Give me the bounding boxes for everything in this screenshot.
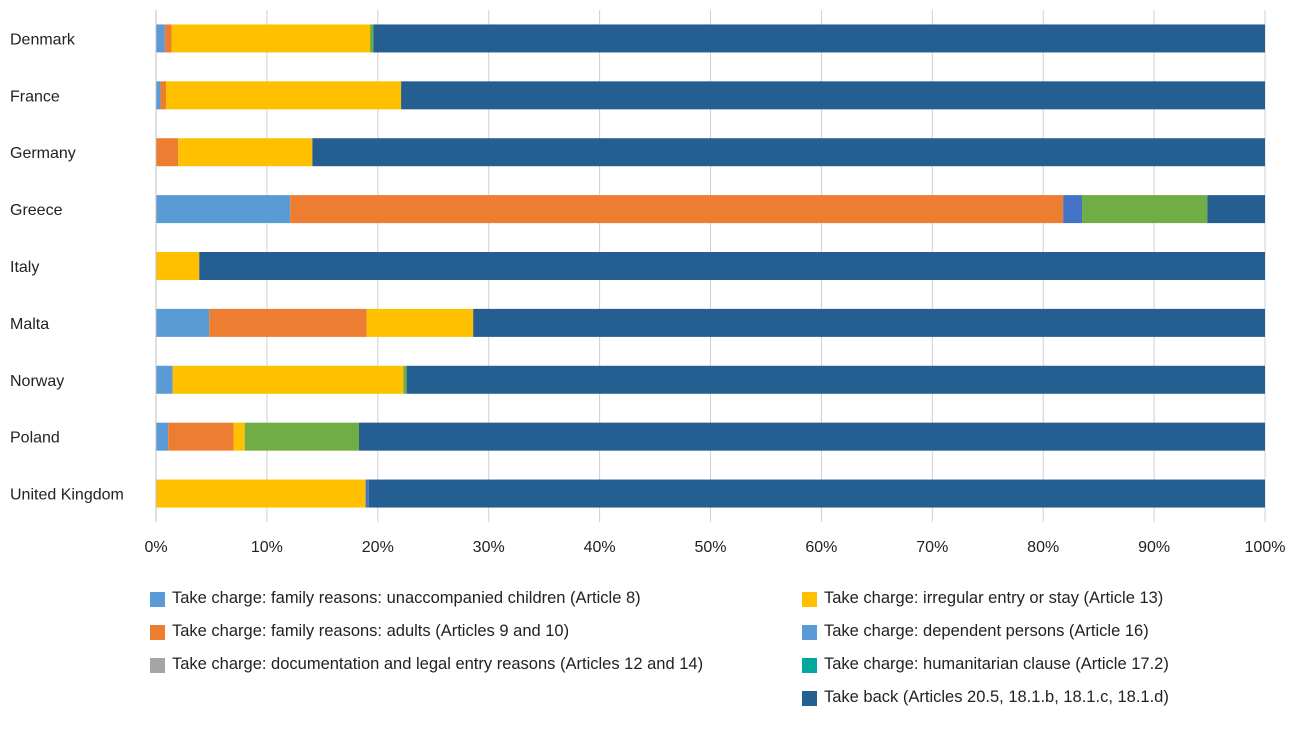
bar-segment bbox=[168, 422, 234, 451]
bar-segment bbox=[156, 308, 210, 337]
legend-swatch bbox=[150, 625, 165, 640]
x-tick-label: 10% bbox=[251, 539, 283, 556]
bar-segment bbox=[165, 81, 402, 110]
bar-segment bbox=[1207, 195, 1265, 224]
bar-segment bbox=[1063, 195, 1083, 224]
bar-segment bbox=[406, 365, 1265, 394]
x-tick-label: 40% bbox=[584, 539, 616, 556]
category-label: France bbox=[10, 88, 60, 105]
x-tick-label: 60% bbox=[805, 539, 837, 556]
x-tick-label: 70% bbox=[916, 539, 948, 556]
bar-segment bbox=[209, 308, 367, 337]
category-label: Germany bbox=[10, 145, 76, 162]
right-legend-item: Take back (Articles 20.5, 18.1.b, 18.1.c… bbox=[802, 687, 1272, 707]
bar-segment bbox=[312, 138, 1265, 167]
bar-segment bbox=[373, 24, 1265, 53]
x-tick-label: 50% bbox=[694, 539, 726, 556]
legend-label: Take charge: irregular entry or stay (Ar… bbox=[824, 589, 1164, 607]
legend-swatch bbox=[802, 691, 817, 706]
category-label: United Kingdom bbox=[10, 487, 124, 504]
bar-segment bbox=[290, 195, 1064, 224]
bar-segment bbox=[156, 81, 161, 110]
bar-segment bbox=[358, 422, 1265, 451]
bar-segment bbox=[366, 308, 474, 337]
legend-label: Take charge: humanitarian clause (Articl… bbox=[824, 655, 1169, 673]
x-tick-label: 0% bbox=[144, 539, 167, 556]
legend-column-left: Take charge: family reasons: unaccompani… bbox=[150, 588, 770, 687]
legend-column-right: Take charge: irregular entry or stay (Ar… bbox=[802, 588, 1272, 720]
stacked-bar-chart: 0% 10% 20% 30% 40% 50% 60% 70% 80% 90% 100% Denmark… bbox=[10, 10, 1286, 556]
left-legend-item: Take charge: documentation and legal ent… bbox=[150, 654, 770, 674]
right-legend-item: Take charge: irregular entry or stay (Ar… bbox=[802, 588, 1272, 608]
bar-segment bbox=[156, 479, 366, 508]
bar-segment bbox=[233, 422, 245, 451]
left-legend-item: Take charge: family reasons: adults (Art… bbox=[150, 621, 770, 641]
bar-segment bbox=[403, 365, 407, 394]
x-tick-label: 90% bbox=[1138, 539, 1170, 556]
x-tick-label: 30% bbox=[473, 539, 505, 556]
bar-segment bbox=[171, 24, 371, 53]
bar-segment bbox=[160, 81, 166, 110]
bar-segment bbox=[164, 24, 172, 53]
bar-segment bbox=[156, 252, 200, 280]
bar-segment bbox=[178, 138, 313, 167]
bar-segment bbox=[156, 365, 173, 394]
x-tick-label: 20% bbox=[362, 539, 394, 556]
category-label: Italy bbox=[10, 259, 39, 276]
left-legend-item: Take charge: family reasons: unaccompani… bbox=[150, 588, 770, 608]
bar-segment bbox=[1082, 195, 1208, 224]
bar-segment bbox=[156, 24, 165, 53]
category-label: Poland bbox=[10, 430, 60, 447]
legend-swatch bbox=[150, 592, 165, 607]
bar-segment bbox=[473, 308, 1265, 337]
x-tick-label: 80% bbox=[1027, 539, 1059, 556]
legend-swatch bbox=[802, 592, 817, 607]
bar-segment bbox=[156, 422, 169, 451]
bar-segment bbox=[370, 24, 374, 53]
right-legend-item: Take charge: humanitarian clause (Articl… bbox=[802, 654, 1272, 674]
bar-segment bbox=[365, 479, 369, 508]
bar-segment bbox=[156, 138, 179, 167]
bar-segment bbox=[368, 479, 1266, 508]
category-label: Denmark bbox=[10, 31, 76, 48]
legend-swatch bbox=[802, 625, 817, 640]
bar-segment bbox=[401, 81, 1265, 110]
legend-swatch bbox=[150, 658, 165, 673]
legend-label: Take charge: dependent persons (Article … bbox=[824, 622, 1149, 640]
category-label: Norway bbox=[10, 373, 64, 390]
category-label: Malta bbox=[10, 316, 49, 333]
bar-segment bbox=[172, 365, 404, 394]
bar-segment bbox=[199, 252, 1266, 280]
legend-label: Take charge: family reasons: unaccompani… bbox=[172, 589, 641, 607]
legend-swatch bbox=[802, 658, 817, 673]
bar-segment bbox=[156, 195, 291, 224]
x-tick-label: 100% bbox=[1245, 539, 1286, 556]
legend-label: Take charge: family reasons: adults (Art… bbox=[172, 622, 570, 640]
category-label: Greece bbox=[10, 202, 63, 219]
legend-label: Take back (Articles 20.5, 18.1.b, 18.1.c… bbox=[824, 688, 1169, 706]
right-legend-item: Take charge: dependent persons (Article … bbox=[802, 621, 1272, 641]
legend-label: Take charge: documentation and legal ent… bbox=[172, 655, 704, 673]
bar-segment bbox=[244, 422, 359, 451]
